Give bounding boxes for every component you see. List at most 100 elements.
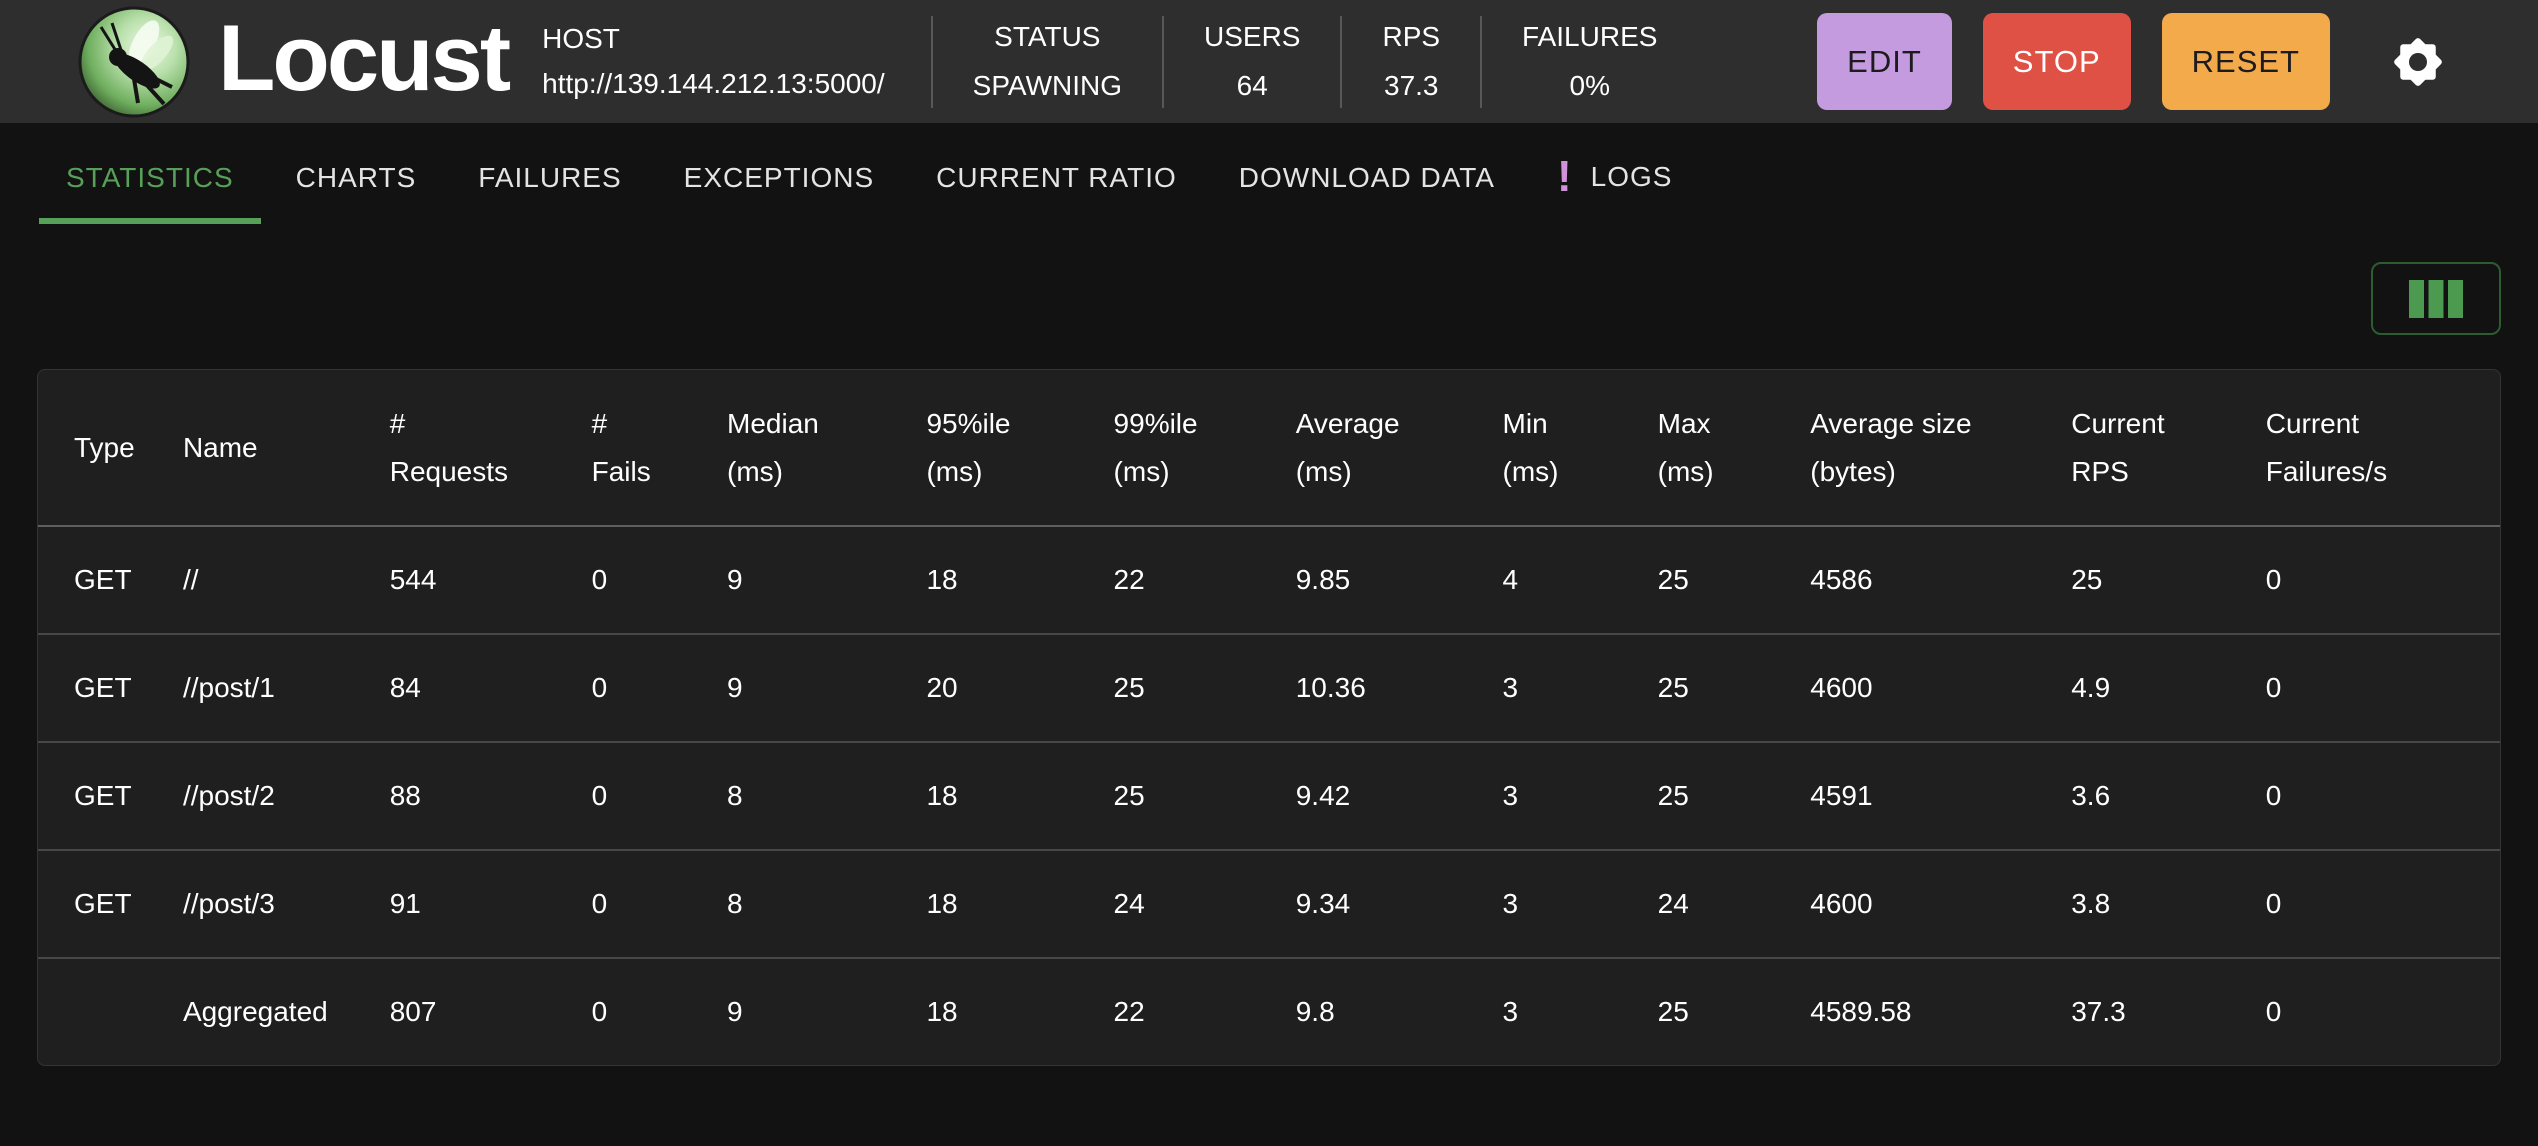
rps-label: RPS bbox=[1382, 20, 1441, 52]
table-cell: 4591 bbox=[1798, 742, 2060, 852]
table-cell: GET bbox=[38, 634, 171, 744]
table-cell: 18 bbox=[914, 742, 1102, 852]
header-stat-rps: RPS 37.3 bbox=[1342, 20, 1480, 102]
table-cell: 3.6 bbox=[2059, 742, 2254, 852]
table-cell: Aggregated bbox=[182, 996, 328, 1028]
table-cell: 20 bbox=[914, 634, 1102, 744]
columns-icon bbox=[2409, 279, 2463, 318]
header-stat-status: STATUS SPAWNING bbox=[933, 20, 1162, 102]
table-cell: 4586 bbox=[1798, 526, 2060, 636]
table-cell: 0 bbox=[2253, 850, 2500, 960]
table-cell: 0 bbox=[579, 742, 716, 852]
table-cell: 3 bbox=[1502, 996, 1519, 1028]
table-cell: 18 bbox=[926, 996, 958, 1028]
table-cell: 4600 bbox=[1798, 634, 2060, 744]
column-header-min: Min (ms) bbox=[1490, 370, 1646, 528]
reset-button[interactable]: RESET bbox=[2161, 13, 2330, 110]
table-cell: 0 bbox=[591, 996, 608, 1028]
users-value: 64 bbox=[1236, 69, 1268, 101]
tab-label: CURRENT RATIO bbox=[936, 161, 1177, 193]
column-selector-button[interactable] bbox=[2371, 262, 2501, 336]
table-cell: 25 bbox=[2059, 526, 2254, 636]
tab-label: CHARTS bbox=[295, 161, 417, 193]
failures-value: 0% bbox=[1569, 69, 1610, 101]
table-row: GET //post/1 84 0 9 20 25 10.36 3 25 460… bbox=[38, 634, 2500, 744]
edit-button[interactable]: EDIT bbox=[1817, 13, 1952, 110]
warning-exclamation-icon: ! bbox=[1556, 152, 1573, 201]
table-cell: 9.8 bbox=[1295, 996, 1335, 1028]
header-divider bbox=[1162, 15, 1164, 108]
tab-label: STATISTICS bbox=[66, 161, 234, 193]
table-cell: //post/1 bbox=[170, 634, 378, 744]
table-cell: 91 bbox=[377, 850, 580, 960]
table-cell: 0 bbox=[2265, 996, 2282, 1028]
column-header-requests: # Requests bbox=[377, 370, 580, 528]
table-cell: 18 bbox=[914, 850, 1102, 960]
stop-button[interactable]: STOP bbox=[1982, 13, 2131, 110]
table-cell bbox=[38, 958, 171, 1065]
table-cell: 9 bbox=[715, 634, 915, 744]
tab-bar: STATISTICS CHARTS FAILURES EXCEPTIONS CU… bbox=[0, 123, 2538, 225]
table-cell: 4589.58 bbox=[1810, 996, 1912, 1028]
table-cell: 4600 bbox=[1798, 850, 2060, 960]
table-cell: 8 bbox=[715, 742, 915, 852]
table-cell: 84 bbox=[377, 634, 580, 744]
table-cell: 544 bbox=[377, 526, 580, 636]
table-header-row: Type Name # Requests # Fails Median (ms) 95… bbox=[38, 370, 2500, 528]
header-divider bbox=[1340, 15, 1343, 108]
table-cell: 4 bbox=[1490, 526, 1646, 636]
locust-logo[interactable] bbox=[78, 6, 190, 118]
column-header-99ile: 99%ile (ms) bbox=[1101, 370, 1284, 528]
table-cell: 0 bbox=[2253, 526, 2500, 636]
table-cell: 0 bbox=[579, 634, 716, 744]
table-cell: 24 bbox=[1101, 850, 1284, 960]
table-cell: 25 bbox=[1645, 742, 1799, 852]
table-cell: 9.34 bbox=[1283, 850, 1491, 960]
column-header-average: Average (ms) bbox=[1283, 370, 1491, 528]
statistics-table-card: Type Name # Requests # Fails Median (ms) 95… bbox=[37, 369, 2501, 1067]
table-cell: GET bbox=[38, 850, 171, 960]
tab-current-ratio[interactable]: CURRENT RATIO bbox=[909, 149, 1204, 225]
table-cell: 9 bbox=[727, 996, 743, 1028]
column-header-current-failures: Current Failures/s bbox=[2253, 370, 2500, 528]
table-cell: 0 bbox=[2253, 634, 2500, 744]
column-header-current-rps: Current RPS bbox=[2059, 370, 2254, 528]
table-cell: //post/2 bbox=[170, 742, 378, 852]
tab-failures[interactable]: FAILURES bbox=[451, 149, 648, 225]
tab-charts[interactable]: CHARTS bbox=[269, 149, 444, 225]
table-cell: 9.42 bbox=[1283, 742, 1491, 852]
column-header-name: Name bbox=[170, 370, 378, 528]
rps-value: 37.3 bbox=[1384, 69, 1439, 101]
tab-logs[interactable]: ! LOGS bbox=[1530, 147, 1699, 224]
failures-label: FAILURES bbox=[1522, 20, 1658, 52]
statistics-table: Type Name # Requests # Fails Median (ms) 95… bbox=[38, 370, 2500, 1065]
status-label: STATUS bbox=[994, 20, 1101, 52]
tab-exceptions[interactable]: EXCEPTIONS bbox=[657, 149, 901, 225]
host-label: HOST bbox=[542, 22, 620, 54]
tab-label: EXCEPTIONS bbox=[683, 161, 875, 193]
host-url: http://139.144.212.13:5000/ bbox=[542, 67, 885, 99]
table-toolbar bbox=[0, 224, 2538, 369]
table-cell: //post/3 bbox=[170, 850, 378, 960]
table-cell: 37.3 bbox=[2071, 996, 2126, 1028]
table-cell: 25 bbox=[1101, 634, 1284, 744]
table-row: GET //post/2 88 0 8 18 25 9.42 3 25 4591… bbox=[38, 742, 2500, 852]
table-cell: 25 bbox=[1645, 526, 1799, 636]
table-row-aggregated: Aggregated 807 0 9 18 22 9.8 3 25 4589.5… bbox=[38, 958, 2500, 1065]
app-header: Locust HOST http://139.144.212.13:5000/ … bbox=[0, 0, 2538, 123]
tab-statistics[interactable]: STATISTICS bbox=[39, 149, 261, 225]
header-stat-failures: FAILURES 0% bbox=[1482, 20, 1697, 102]
table-cell: 0 bbox=[579, 850, 716, 960]
tab-label: LOGS bbox=[1590, 160, 1673, 192]
locust-logo-image bbox=[78, 6, 190, 117]
table-cell: 25 bbox=[1101, 742, 1284, 852]
column-header-95ile: 95%ile (ms) bbox=[914, 370, 1102, 528]
header-actions: EDIT STOP RESET bbox=[1817, 13, 2330, 110]
header-divider bbox=[930, 15, 933, 108]
tab-download-data[interactable]: DOWNLOAD DATA bbox=[1212, 149, 1522, 225]
table-cell: 22 bbox=[1101, 526, 1284, 636]
column-header-median: Median (ms) bbox=[715, 370, 915, 528]
app-title: Locust bbox=[218, 4, 511, 110]
settings-gear-icon[interactable] bbox=[2388, 32, 2448, 92]
table-cell: 8 bbox=[715, 850, 915, 960]
